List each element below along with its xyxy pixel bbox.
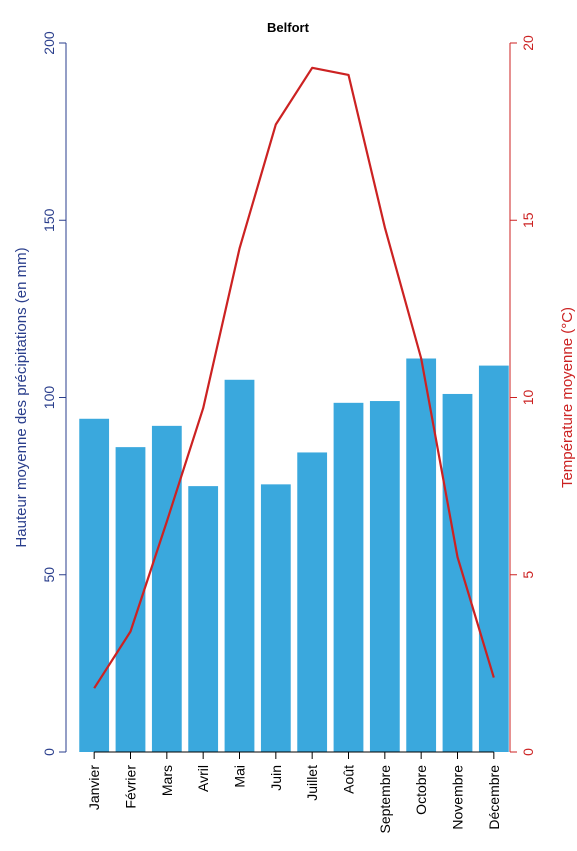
left-tick-label-200: 200 [41, 31, 57, 55]
precipitation-bars [79, 359, 508, 752]
right-axis-label: Température moyenne (°C) [559, 307, 576, 488]
left-axis-label: Hauteur moyenne des précipitations (en m… [13, 247, 30, 547]
bar-7 [297, 452, 327, 752]
category-label-9: Septembre [377, 765, 393, 834]
bar-11 [443, 394, 473, 752]
left-tick-label-150: 150 [41, 208, 57, 232]
right-tick-label-0: 0 [520, 748, 536, 756]
right-y-axis: 0 5 10 15 20 [510, 35, 536, 756]
bar-8 [334, 403, 364, 752]
category-label-2: Février [123, 765, 139, 809]
bar-9 [370, 401, 400, 752]
category-label-6: Juin [268, 765, 284, 791]
category-label-11: Novembre [450, 765, 466, 830]
right-tick-label-20: 20 [520, 35, 536, 51]
left-tick-label-100: 100 [41, 386, 57, 410]
bar-12 [479, 366, 509, 752]
left-y-axis: 0 50 100 150 200 [41, 31, 66, 756]
category-label-5: Mai [232, 765, 248, 788]
left-tick-label-0: 0 [41, 748, 57, 756]
category-label-8: Août [341, 765, 357, 794]
bar-1 [79, 419, 109, 752]
right-tick-label-5: 5 [520, 571, 536, 579]
x-axis: Janvier Février Mars Avril Mai Juin Juillet Aoû… [86, 752, 502, 833]
chart-title: Belfort [267, 20, 310, 35]
bar-4 [188, 486, 218, 752]
bar-5 [225, 380, 255, 752]
category-label-1: Janvier [86, 765, 102, 810]
left-tick-label-50: 50 [41, 567, 57, 583]
category-label-7: Juillet [304, 765, 320, 801]
bar-6 [261, 484, 291, 752]
right-tick-label-15: 15 [520, 212, 536, 228]
category-label-12: Décembre [486, 765, 502, 830]
category-label-10: Octobre [413, 765, 429, 815]
right-tick-label-10: 10 [520, 390, 536, 406]
category-label-4: Avril [195, 765, 211, 792]
category-label-3: Mars [159, 765, 175, 796]
bar-3 [152, 426, 182, 752]
